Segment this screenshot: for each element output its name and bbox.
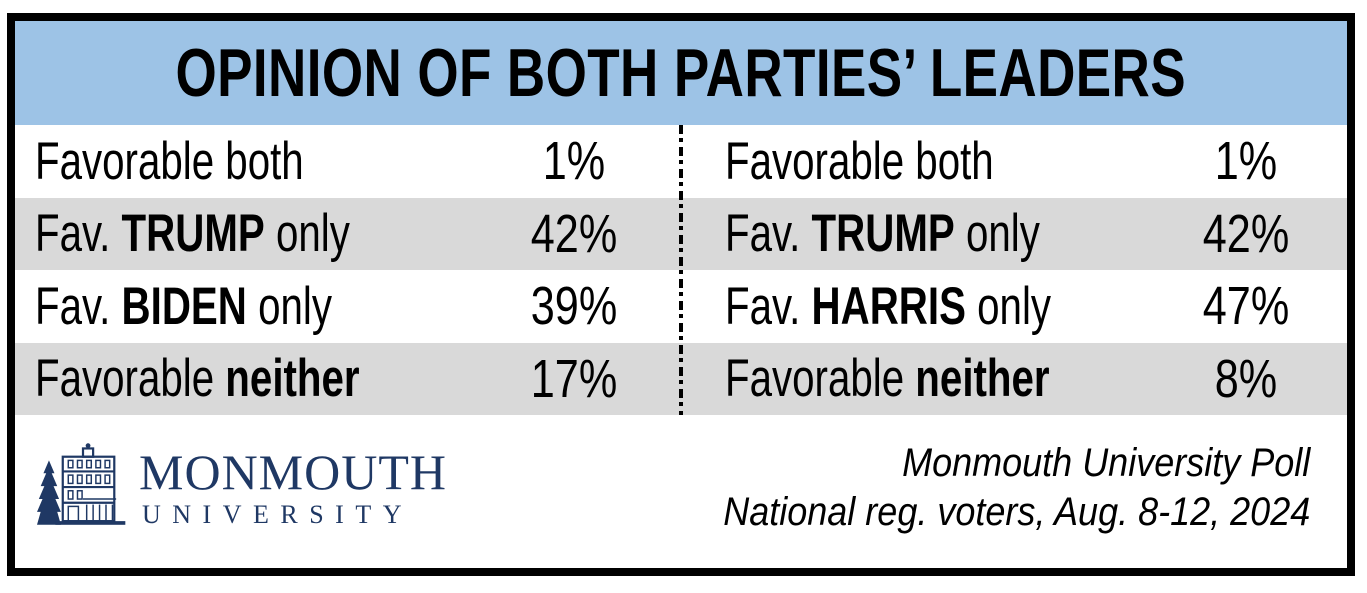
label-emphasis: TRUMP — [811, 204, 955, 264]
row-cell-left: Favorable both 1% — [15, 125, 681, 198]
logo-subname: UNIVERSITY — [142, 500, 413, 529]
monmouth-logo: MONMOUTH UNIVERSITY — [35, 442, 447, 534]
row-label: Favorable both — [725, 131, 1056, 192]
row-cell-left: Fav. BIDEN only 39% — [15, 270, 681, 343]
logo-name: MONMOUTH — [139, 444, 447, 500]
row-value: 47% — [1202, 276, 1290, 337]
label-text: Fav. — [725, 204, 812, 264]
table-row: Favorable both 1% Favorable both 1% — [15, 125, 1347, 198]
page-title: OPINION OF BOTH PARTIES’ LEADERS — [175, 35, 1187, 111]
label-text: only — [264, 204, 350, 264]
row-label: Favorable both — [35, 131, 380, 192]
logo-wordmark: MONMOUTH UNIVERSITY — [139, 447, 447, 528]
source-line-1: Monmouth University Poll — [901, 440, 1310, 485]
label-emphasis: TRUMP — [121, 204, 265, 264]
row-label: Fav. BIDEN only — [35, 276, 380, 337]
label-text: only — [246, 276, 332, 336]
label-text: Fav. — [725, 276, 812, 336]
row-label: Favorable neither — [725, 348, 1056, 409]
label-emphasis: neither — [915, 349, 1050, 409]
row-cell-right: Favorable neither 8% — [681, 343, 1347, 416]
row-value: 1% — [1214, 131, 1278, 192]
row-value: 39% — [530, 276, 618, 337]
label-text: Favorable — [35, 349, 226, 409]
column-divider — [679, 125, 683, 415]
building-tree-icon — [37, 442, 126, 525]
row-cell-right: Favorable both 1% — [681, 125, 1347, 198]
results-table: Favorable both 1% Favorable both 1% Fav.… — [15, 125, 1347, 415]
label-text: Fav. — [35, 276, 122, 336]
row-cell-left: Favorable neither 17% — [15, 343, 681, 416]
footer: MONMOUTH UNIVERSITY Monmouth University … — [15, 415, 1347, 568]
label-text: Favorable both — [35, 131, 304, 191]
row-label: Fav. TRUMP only — [35, 203, 380, 264]
row-cell-right: Fav. HARRIS only 47% — [681, 270, 1347, 343]
table-row: Fav. BIDEN only 39% Fav. HARRIS only 47% — [15, 270, 1347, 343]
source-attribution: Monmouth University Poll National reg. v… — [723, 439, 1310, 537]
row-value: 42% — [1202, 203, 1290, 264]
row-label: Fav. TRUMP only — [725, 203, 1056, 264]
row-label: Favorable neither — [35, 348, 380, 409]
label-text: Favorable both — [725, 131, 994, 191]
poll-graphic: OPINION OF BOTH PARTIES’ LEADERS Favorab… — [7, 13, 1355, 576]
row-value: 1% — [542, 131, 606, 192]
label-text: only — [954, 204, 1040, 264]
row-value: 8% — [1214, 348, 1278, 409]
label-text: Favorable — [725, 349, 916, 409]
row-cell-right: Fav. TRUMP only 42% — [681, 198, 1347, 271]
row-cell-left: Fav. TRUMP only 42% — [15, 198, 681, 271]
row-label: Fav. HARRIS only — [725, 276, 1056, 337]
label-emphasis: neither — [225, 349, 360, 409]
row-value: 17% — [530, 348, 618, 409]
label-emphasis: BIDEN — [121, 276, 247, 336]
label-text: Fav. — [35, 204, 122, 264]
title-bar: OPINION OF BOTH PARTIES’ LEADERS — [15, 21, 1347, 125]
label-text: only — [965, 276, 1052, 336]
source-line-2: National reg. voters, Aug. 8-12, 2024 — [722, 489, 1310, 534]
label-emphasis: HARRIS — [811, 276, 966, 336]
row-value: 42% — [530, 203, 618, 264]
